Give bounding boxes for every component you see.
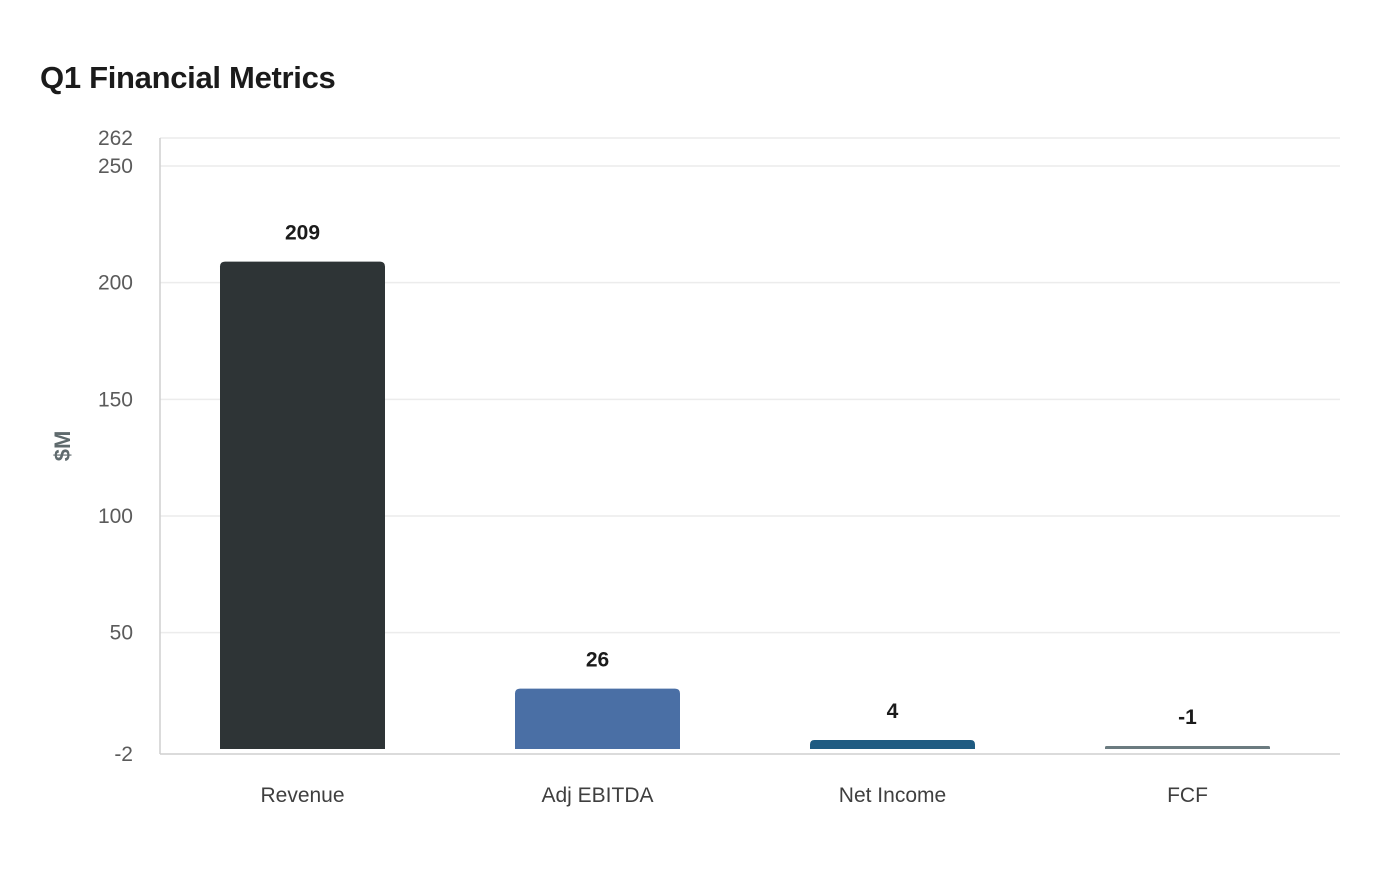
y-tick-label: -2 — [114, 743, 133, 766]
y-tick-label: 100 — [98, 505, 133, 528]
x-tick-label: Net Income — [839, 784, 946, 807]
bar — [220, 261, 385, 749]
data-label: 26 — [586, 649, 609, 672]
y-tick-label: 150 — [98, 388, 133, 411]
y-tick-label: 50 — [110, 622, 133, 645]
y-tick-label: 262 — [98, 127, 133, 150]
x-tick-label: FCF — [1167, 784, 1208, 807]
x-tick-label: Adj EBITDA — [541, 784, 653, 807]
bar — [515, 688, 680, 749]
bar — [810, 740, 975, 749]
x-tick-label: Revenue — [260, 784, 344, 807]
y-axis-label: $M — [50, 431, 75, 462]
data-label: 209 — [285, 222, 320, 245]
data-label: 4 — [887, 700, 899, 723]
chart-title: Q1 Financial Metrics — [40, 60, 336, 95]
data-label: -1 — [1178, 706, 1197, 729]
y-tick-label: 250 — [98, 155, 133, 178]
bar — [1105, 746, 1270, 749]
y-tick-label: 200 — [98, 272, 133, 295]
